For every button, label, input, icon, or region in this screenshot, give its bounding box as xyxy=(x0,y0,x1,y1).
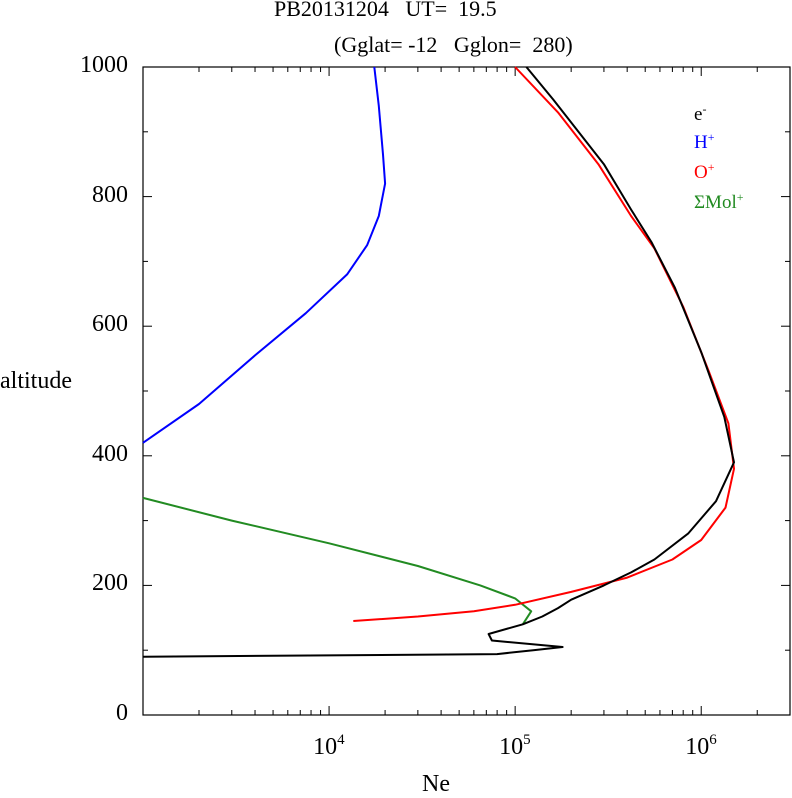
series-line-0 xyxy=(142,66,735,658)
y-tick-label: 800 xyxy=(92,181,128,208)
series-line-2 xyxy=(353,66,735,622)
y-axis-label: altitude xyxy=(0,368,72,394)
legend-item: ΣMol+ xyxy=(694,190,744,213)
legend-item: O+ xyxy=(694,160,715,183)
chart-title: PB20131204 UT= 19.5 xyxy=(274,0,497,21)
series-lines xyxy=(142,66,735,658)
x-tick-label: 106 xyxy=(685,732,717,760)
y-tick-label: 200 xyxy=(92,570,128,597)
x-axis-label: Ne xyxy=(422,771,450,797)
series-line-1 xyxy=(142,66,387,444)
legend-item: e- xyxy=(694,102,707,125)
y-tick-label: 0 xyxy=(116,700,128,726)
legend-item: H+ xyxy=(694,130,715,153)
x-tick-label: 104 xyxy=(313,732,345,760)
chart-subtitle: (Gglat= -12 Gglon= 280) xyxy=(334,32,573,57)
y-tick-label: 1000 xyxy=(80,52,128,78)
axis-ticks xyxy=(142,66,791,716)
y-tick-label: 600 xyxy=(92,311,128,338)
series-line-3 xyxy=(142,496,533,625)
y-tick-label: 400 xyxy=(92,440,128,467)
x-tick-label: 105 xyxy=(499,732,531,760)
plot-frame xyxy=(142,66,791,716)
